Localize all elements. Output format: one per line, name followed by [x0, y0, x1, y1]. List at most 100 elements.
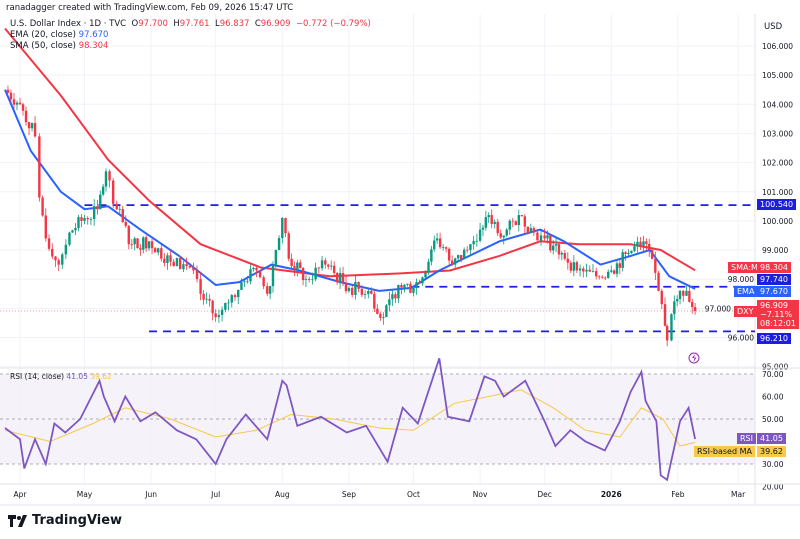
candle-body: [379, 313, 382, 318]
candle-body: [220, 309, 224, 316]
candle-body: [217, 315, 221, 318]
candle-body: [262, 277, 265, 287]
candle-body: [433, 240, 436, 250]
candle-body: [557, 244, 561, 255]
candle-body: [675, 299, 679, 302]
candle-body: [650, 249, 654, 259]
candle-body: [15, 102, 19, 105]
candle-body: [685, 290, 688, 296]
candle-body: [330, 265, 333, 267]
rsi-axis-label: 60.00: [762, 393, 784, 402]
candle-body: [211, 300, 214, 314]
candle-body: [130, 244, 133, 245]
candle-body: [96, 206, 99, 210]
rsi-legend-value: 41.05: [66, 372, 88, 381]
candle-body: [284, 217, 287, 234]
candle-body: [199, 279, 202, 294]
symbol-title[interactable]: U.S. Dollar Index · 1D · TVC: [10, 19, 127, 29]
candle-body: [243, 281, 246, 283]
candle-body: [421, 277, 424, 284]
sma-label: SMA (50, close): [10, 41, 76, 51]
candle-body: [80, 217, 83, 221]
candle-body: [172, 261, 175, 267]
candle-body: [169, 255, 172, 262]
candle-body: [133, 238, 136, 245]
price-axis-label: 101.000: [762, 188, 793, 197]
candle-body: [493, 221, 496, 224]
candle-body: [301, 267, 305, 281]
candle-body: [523, 216, 527, 227]
ema20-line: [4, 89, 696, 292]
candle-body: [51, 248, 54, 257]
candle-body: [663, 304, 667, 326]
bar-countdown: 08:12:01: [760, 319, 796, 328]
candle-body: [24, 110, 28, 123]
candle-body: [496, 221, 499, 234]
candle-body: [233, 295, 237, 298]
candle-body: [514, 221, 517, 226]
candle-body: [188, 265, 192, 268]
candle-body: [101, 186, 105, 195]
candle-body: [314, 267, 317, 280]
price-axis-label: 102.000: [762, 159, 793, 168]
level-top-tag: 100.540: [757, 199, 797, 210]
brand-name: TradingView: [32, 513, 123, 528]
candle-body: [27, 122, 31, 129]
candle-body: [18, 102, 22, 105]
candle-body: [327, 264, 330, 267]
candle-body: [595, 271, 598, 277]
candle-body: [47, 238, 51, 249]
price-axis-label: 104.000: [762, 100, 793, 109]
low-label: L: [214, 19, 220, 29]
candle-body: [415, 282, 418, 288]
candle-body: [111, 180, 115, 204]
candle-body: [554, 244, 558, 246]
candle-body: [104, 171, 108, 187]
candle-body: [418, 282, 421, 284]
candle-body: [99, 194, 102, 210]
candle-body: [469, 244, 472, 251]
candle-body: [438, 238, 442, 248]
candle-body: [591, 271, 595, 272]
ema-legend[interactable]: EMA (20, close) 97.670: [10, 30, 108, 40]
candle-body: [441, 247, 445, 249]
rsi-legend[interactable]: RSI (14, close) 41.05 39.62: [10, 372, 112, 382]
candle-body: [543, 235, 546, 239]
rsi-axis-label: 70.00: [762, 370, 784, 379]
candle-body: [61, 254, 64, 265]
rsi-ma-axis-value-tag: 39.62: [757, 446, 786, 457]
candle-body: [633, 246, 636, 251]
candle-body: [673, 301, 676, 315]
candle-body: [296, 262, 299, 270]
candle-body: [205, 298, 208, 300]
time-axis-label: Apr: [14, 490, 28, 499]
candle-body: [214, 313, 217, 318]
candle-body: [508, 220, 511, 230]
candle-body: [274, 250, 278, 266]
lightning-glyph: [692, 354, 697, 362]
candle-body: [478, 229, 482, 241]
candle-body: [639, 241, 642, 246]
candle-body: [621, 252, 624, 268]
candle-body: [566, 258, 570, 263]
candle-body: [332, 265, 336, 273]
candle-body: [12, 99, 16, 105]
time-axis-label: Oct: [407, 490, 420, 499]
rsi-ma-axis-name-tag: RSI-based MA: [694, 446, 755, 457]
rsi-ma-legend-value: 39.62: [90, 372, 112, 381]
candle-body: [484, 217, 488, 228]
sma-legend[interactable]: SMA (50, close) 98.304: [10, 41, 108, 51]
candle-body: [21, 104, 25, 111]
candle-body: [335, 272, 339, 283]
candle-body: [230, 295, 233, 303]
time-axis-label: 2026: [601, 490, 622, 499]
candle-body: [33, 123, 37, 137]
sma-axis-name-tag: SMA:MA: [728, 262, 767, 273]
candle-body: [691, 301, 694, 308]
candle-body: [588, 269, 591, 272]
tradingview-logo[interactable]: TradingView: [8, 513, 122, 528]
candle-body: [127, 225, 130, 245]
time-axis-label: Jul: [210, 490, 220, 499]
